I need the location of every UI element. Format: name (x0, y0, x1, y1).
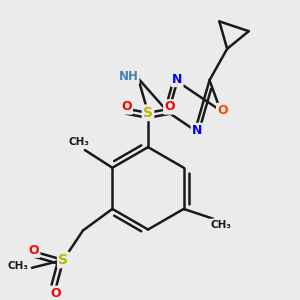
Text: S: S (143, 106, 153, 120)
Text: CH₃: CH₃ (68, 137, 89, 147)
Text: S: S (58, 253, 68, 267)
Text: N: N (192, 124, 202, 137)
Text: CH₃: CH₃ (211, 220, 232, 230)
Text: N: N (172, 73, 182, 86)
Text: O: O (121, 100, 132, 113)
Text: CH₃: CH₃ (8, 261, 29, 271)
Text: NH: NH (118, 70, 138, 83)
Text: O: O (164, 100, 175, 113)
Text: O: O (50, 287, 61, 300)
Text: O: O (217, 104, 228, 117)
Text: O: O (28, 244, 39, 256)
